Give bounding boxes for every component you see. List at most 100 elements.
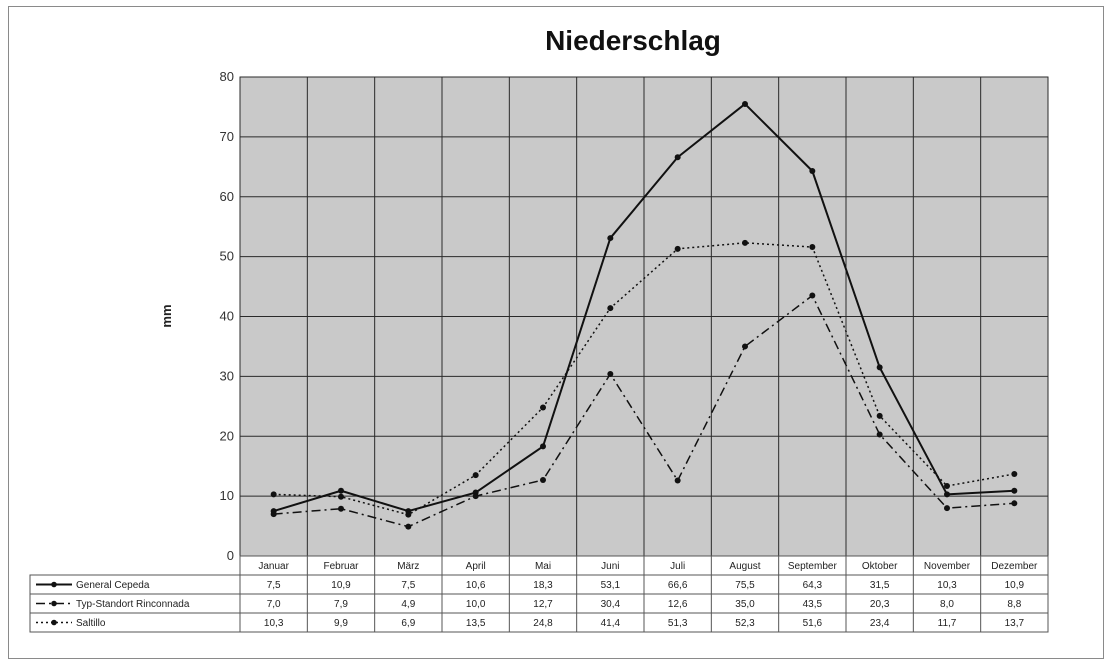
y-tick-label: 30: [220, 368, 234, 383]
table-cell: 10,6: [466, 580, 486, 591]
table-body: [29, 574, 1049, 633]
data-point: [809, 244, 816, 251]
table-cell: 10,9: [331, 580, 351, 591]
category-label: Dezember: [991, 561, 1038, 572]
category-label: August: [729, 561, 760, 572]
y-tick-label: 0: [227, 548, 234, 563]
data-point: [540, 443, 546, 450]
data-point: [607, 235, 614, 242]
y-tick-label: 70: [220, 129, 234, 144]
table-cell: 24,8: [533, 618, 553, 629]
series-line: [273, 242, 1015, 516]
data-point: [1011, 470, 1018, 477]
table-cell: 20,3: [870, 599, 890, 610]
table-cell: 8,8: [1007, 599, 1021, 610]
data-point: [944, 482, 950, 489]
data-point: [1011, 487, 1018, 494]
y-tick-label: 10: [220, 488, 234, 503]
category-label: Juni: [601, 561, 619, 572]
category-label: Juli: [670, 561, 685, 572]
table-cell: 10,0: [466, 599, 486, 610]
data-point: [674, 154, 681, 161]
legend-key-marker: [51, 600, 57, 607]
table-cell: 7,5: [267, 580, 281, 591]
table-cell: 13,7: [1005, 618, 1025, 629]
table-cell: 7,9: [334, 599, 348, 610]
data-point: [1011, 500, 1018, 507]
data-point: [876, 412, 883, 419]
legend-label: Saltillo: [76, 618, 106, 629]
table-cell: 10,3: [264, 618, 284, 629]
data-point: [809, 292, 816, 299]
table-cell: 64,3: [803, 580, 823, 591]
data-point: [742, 100, 748, 107]
table-cell: 8,0: [940, 599, 954, 610]
y-tick-label: 50: [220, 249, 234, 264]
category-label: Februar: [323, 561, 359, 572]
table-cell: 43,5: [803, 599, 823, 610]
data-point: [540, 404, 546, 411]
category-label: Oktober: [862, 561, 898, 572]
table-cell: 52,3: [735, 618, 755, 629]
data-point: [674, 245, 681, 252]
table-cell: 30,4: [601, 599, 621, 610]
data-point: [674, 477, 681, 484]
y-axis-label: mm: [159, 304, 174, 327]
category-label: März: [397, 561, 419, 572]
data-point: [472, 493, 479, 500]
data-point: [338, 493, 344, 500]
data-point: [338, 487, 344, 494]
table-cell: 9,9: [334, 618, 348, 629]
table-cell: 10,9: [1005, 580, 1025, 591]
data-point: [742, 239, 748, 246]
data-table: Januar Februar März April Mai Juni Juli August S…: [29, 555, 1049, 633]
legend-key-marker: [51, 581, 57, 588]
data-point: [270, 511, 277, 518]
category-label: September: [788, 561, 838, 572]
series-line: [273, 102, 1015, 513]
data-point: [338, 505, 344, 512]
table-cell: 75,5: [735, 580, 755, 591]
data-point: [742, 343, 748, 350]
table-cell: 7,5: [401, 580, 415, 591]
series-lines: [270, 100, 1018, 530]
chart-title: Niederschlag: [545, 25, 721, 56]
table-cell: 66,6: [668, 580, 688, 591]
table-cell: 6,9: [401, 618, 415, 629]
table-cell: 12,6: [668, 599, 688, 610]
table-cell: 13,5: [466, 618, 486, 629]
table-cell: 4,9: [401, 599, 415, 610]
table-cell: 10,3: [937, 580, 957, 591]
table-cell: 41,4: [601, 618, 621, 629]
legend-label: General Cepeda: [76, 580, 150, 591]
data-point: [607, 370, 614, 377]
table-cell: 23,4: [870, 618, 890, 629]
data-point: [405, 523, 412, 530]
data-point: [540, 476, 546, 483]
y-axis-ticks: 0 10 20 30 40 50 60 70 80: [220, 69, 234, 563]
table-cell: 18,3: [533, 580, 553, 591]
y-tick-label: 60: [220, 189, 234, 204]
table-cell: 31,5: [870, 580, 890, 591]
grid: [239, 76, 1049, 557]
data-point: [809, 168, 816, 175]
data-point: [270, 491, 277, 498]
data-point: [944, 491, 950, 498]
table-cell: 53,1: [601, 580, 621, 591]
category-label: November: [924, 561, 971, 572]
data-point: [944, 505, 950, 512]
data-point: [876, 364, 883, 371]
y-tick-label: 40: [220, 309, 234, 324]
y-tick-label: 80: [220, 69, 234, 84]
table-cell: 11,7: [938, 618, 957, 629]
y-tick-label: 20: [220, 428, 234, 443]
category-label: Januar: [258, 561, 289, 572]
table-cell: 51,3: [668, 618, 688, 629]
legend-label: Typ-Standort Rinconnada: [76, 599, 190, 610]
data-point: [472, 472, 479, 479]
data-point: [607, 305, 614, 312]
category-label: Mai: [535, 561, 551, 572]
legend-key-marker: [51, 619, 57, 626]
table-cell: 35,0: [735, 599, 755, 610]
